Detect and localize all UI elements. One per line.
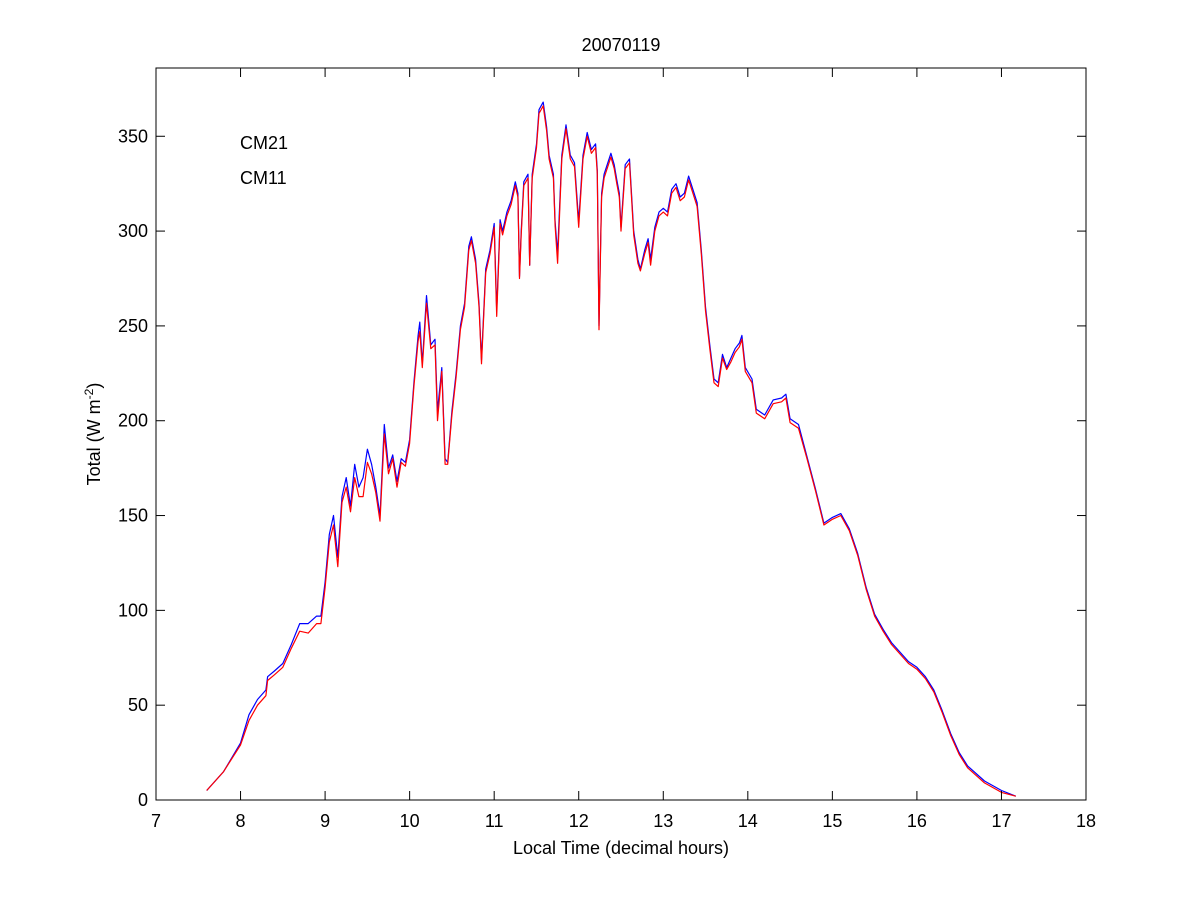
x-tick-label: 7 bbox=[151, 811, 161, 831]
y-tick-label: 150 bbox=[118, 506, 148, 526]
y-axis-label: Total (W m-2) bbox=[82, 383, 104, 486]
chart-title: 20070119 bbox=[582, 35, 661, 55]
x-tick-label: 10 bbox=[400, 811, 420, 831]
ticks-layer: 7 8 9 10 11 12 13 14 15 16 17 18 0 50 100 150 200 250 300 3… bbox=[118, 68, 1096, 831]
x-tick-label: 16 bbox=[907, 811, 927, 831]
y-tick-label: 100 bbox=[118, 600, 148, 620]
x-axis-label: Local Time (decimal hours) bbox=[513, 838, 729, 858]
x-tick-label: 9 bbox=[320, 811, 330, 831]
x-tick-label: 18 bbox=[1076, 811, 1096, 831]
y-tick-label: 0 bbox=[138, 790, 148, 810]
series-line-cm11 bbox=[206, 105, 1016, 797]
plot-frame bbox=[155, 67, 1087, 801]
x-tick-label: 17 bbox=[991, 811, 1011, 831]
y-axis-label-close: ) bbox=[84, 383, 104, 389]
y-tick-label: 50 bbox=[128, 695, 148, 715]
y-tick-label: 200 bbox=[118, 411, 148, 431]
x-tick-label: 14 bbox=[738, 811, 758, 831]
x-tick-label: 11 bbox=[485, 811, 504, 831]
y-tick-label: 350 bbox=[118, 126, 148, 146]
plot-area bbox=[156, 68, 1086, 800]
x-tick-label: 15 bbox=[822, 811, 842, 831]
x-tick-label: 12 bbox=[569, 811, 589, 831]
x-tick-label: 8 bbox=[236, 811, 246, 831]
y-axis-label-main: Total (W m bbox=[84, 399, 104, 485]
series-layer bbox=[206, 101, 1017, 797]
x-tick-label: 13 bbox=[653, 811, 673, 831]
legend-entry-cm21: CM21 bbox=[240, 133, 288, 153]
y-axis-label-superscript: -2 bbox=[82, 388, 96, 399]
y-tick-label: 300 bbox=[118, 221, 148, 241]
legend-entry-cm11: CM11 bbox=[240, 168, 287, 188]
y-tick-label: 250 bbox=[118, 316, 148, 336]
